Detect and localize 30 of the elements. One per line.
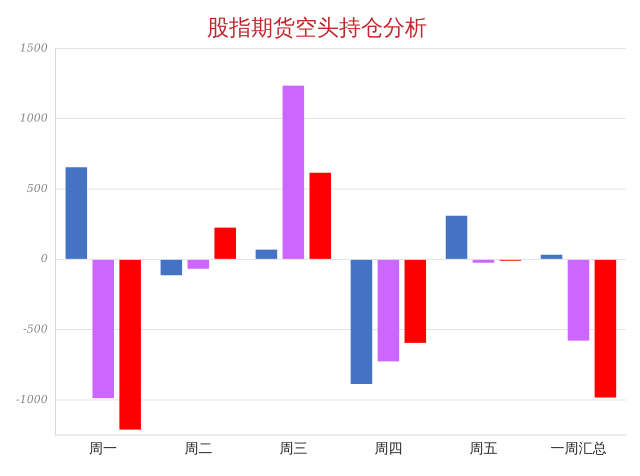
bar: [472, 260, 494, 263]
x-tick-label: 周五: [469, 441, 498, 458]
bar: [540, 254, 562, 259]
x-tick-label: 周二: [184, 441, 212, 458]
bar: [92, 260, 114, 398]
bar: [256, 250, 278, 259]
bar: [378, 260, 400, 362]
bar: [309, 172, 332, 259]
x-tick-label: 一周汇总: [550, 441, 606, 458]
bar: [214, 228, 236, 259]
x-tick-label: 周四: [374, 441, 402, 458]
y-tick-label: 1000: [20, 112, 48, 125]
y-tick-label: -500: [22, 322, 48, 336]
bar: [119, 260, 141, 430]
bar: [568, 260, 590, 341]
bar: [160, 260, 182, 276]
y-tick-label: 0: [40, 252, 48, 266]
bar: [594, 260, 616, 398]
bar: [188, 260, 210, 269]
y-tick-label: 1500: [20, 41, 48, 54]
y-tick-label: 500: [26, 182, 48, 195]
bar: [446, 216, 468, 259]
bar: [404, 260, 426, 343]
x-tick-label: 周一: [89, 441, 118, 458]
chart-title: 股指期货空头持仓分析: [207, 16, 427, 41]
bar: [282, 86, 304, 259]
x-tick-label: 周三: [279, 441, 308, 458]
y-tick-label: -1000: [16, 392, 48, 406]
bar: [66, 167, 88, 259]
bar: [350, 260, 372, 384]
